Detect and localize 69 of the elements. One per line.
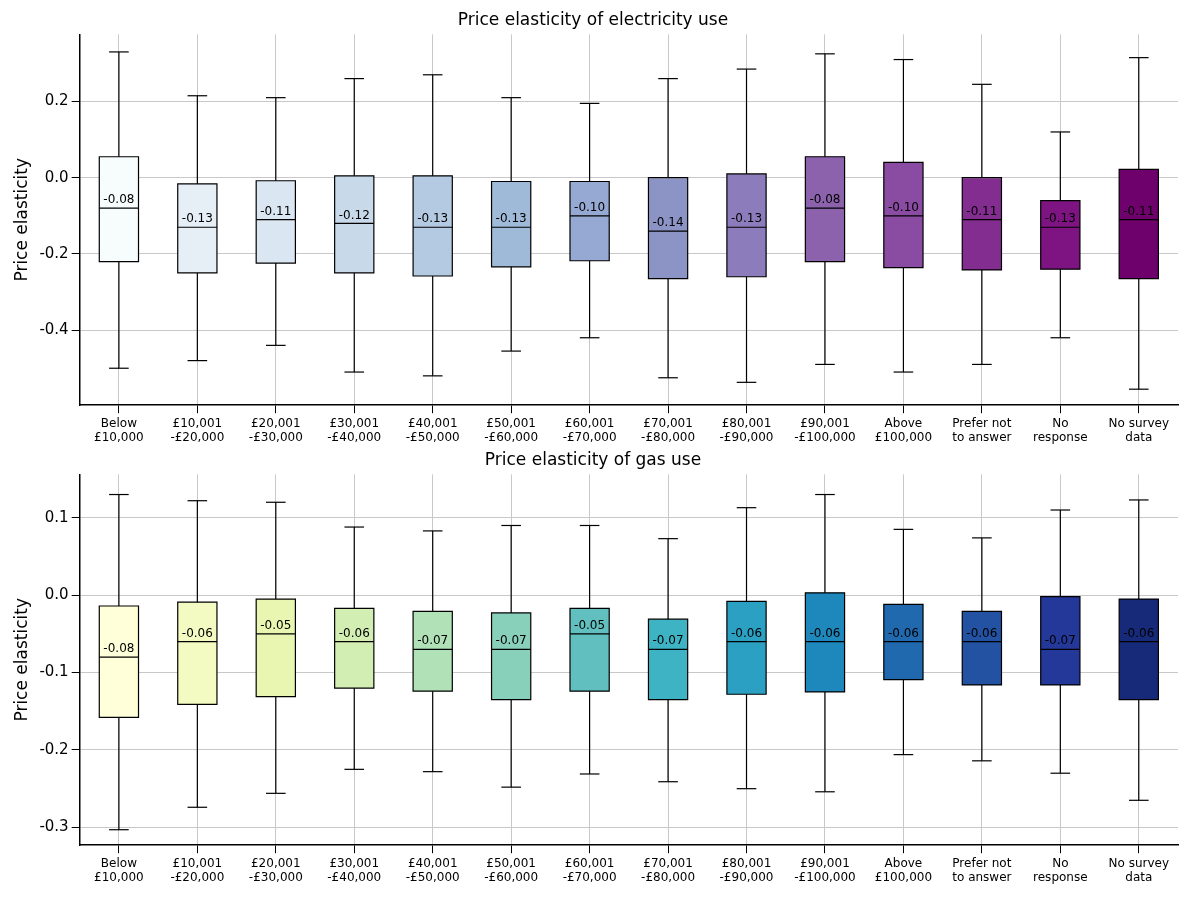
x-tick-label: No response (1033, 415, 1088, 444)
text: -0.06 (1123, 625, 1155, 640)
chart-title: Price elasticity of gas use (484, 448, 702, 469)
text: -0.13 (181, 211, 213, 226)
x-tick-label: Below £10,000 (94, 415, 144, 444)
text: -0.06 (338, 625, 370, 640)
text: -0.06 (730, 625, 763, 640)
text: -0.14 (652, 215, 684, 230)
x-tick-label: Below £10,000 (94, 855, 144, 884)
text: -0.05 (260, 617, 292, 632)
text: -0.07 (1044, 633, 1076, 648)
x-tick-label: No survey data (1108, 415, 1170, 444)
x-tick-label: £40,001 -£50,000 (405, 855, 460, 884)
y-tick-label: 0.2 (44, 91, 69, 110)
text: -0.13 (495, 211, 527, 226)
y-axis-title: Price elasticity (10, 158, 31, 282)
x-tick-label: £80,001 -£90,000 (719, 415, 774, 444)
x-tick-label: £30,001 -£40,000 (327, 855, 382, 884)
x-tick-label: Above £100,000 (874, 855, 933, 884)
x-tick-label: £60,001 -£70,000 (562, 855, 617, 884)
x-tick-label: £30,001 -£40,000 (327, 415, 382, 444)
x-tick-label: Prefer not to answer (952, 415, 1012, 444)
x-tick-label: £40,001 -£50,000 (405, 415, 460, 444)
text: -0.11 (966, 203, 998, 218)
text: -0.10 (887, 199, 919, 214)
x-tick-label: £10,001 -£20,000 (170, 415, 225, 444)
y-tick-label: -0.3 (39, 817, 69, 836)
x-tick-label: £50,001 -£60,000 (484, 855, 539, 884)
y-axis-title: Price elasticity (10, 598, 31, 722)
text: -0.13 (1044, 211, 1076, 226)
text: -0.08 (809, 192, 841, 207)
text: -0.13 (730, 211, 763, 226)
text: -0.08 (103, 192, 135, 207)
x-tick-label: £50,001 -£60,000 (484, 415, 539, 444)
text: -0.11 (1123, 203, 1155, 218)
x-tick-label: £70,001 -£80,000 (641, 415, 696, 444)
y-tick-label: -0.2 (39, 243, 69, 262)
text: -0.06 (966, 625, 998, 640)
x-tick-label: £20,001 -£30,000 (248, 415, 303, 444)
x-tick-label: No response (1033, 855, 1088, 884)
text: -0.11 (260, 203, 292, 218)
chart-title: Price elasticity of electricity use (457, 8, 729, 29)
text: -0.08 (103, 641, 135, 656)
x-tick-label: £80,001 -£90,000 (719, 855, 774, 884)
x-tick-label: £60,001 -£70,000 (562, 415, 617, 444)
x-tick-label: £20,001 -£30,000 (248, 855, 303, 884)
x-tick-label: £10,001 -£20,000 (170, 855, 225, 884)
text: -0.07 (417, 633, 449, 648)
x-tick-label: Prefer not to answer (952, 855, 1012, 884)
text: -0.05 (574, 617, 606, 632)
x-tick-label: £70,001 -£80,000 (641, 855, 696, 884)
y-tick-label: 0.0 (44, 585, 69, 604)
text: -0.12 (338, 207, 370, 222)
y-tick-label: -0.4 (39, 320, 69, 339)
x-tick-label: Above £100,000 (874, 415, 933, 444)
y-tick-label: 0.0 (44, 167, 69, 186)
x-tick-label: £90,001 -£100,000 (794, 855, 856, 884)
text: -0.07 (495, 633, 527, 648)
text: -0.06 (809, 625, 841, 640)
text: -0.07 (652, 633, 684, 648)
text: -0.06 (887, 625, 919, 640)
x-tick-label: No survey data (1108, 855, 1170, 884)
y-tick-label: -0.1 (39, 662, 69, 681)
y-tick-label: -0.2 (39, 739, 69, 758)
x-tick-label: £90,001 -£100,000 (794, 415, 856, 444)
text: -0.13 (417, 211, 449, 226)
text: -0.10 (574, 199, 606, 214)
text: -0.06 (181, 625, 213, 640)
y-tick-label: 0.1 (44, 507, 69, 526)
